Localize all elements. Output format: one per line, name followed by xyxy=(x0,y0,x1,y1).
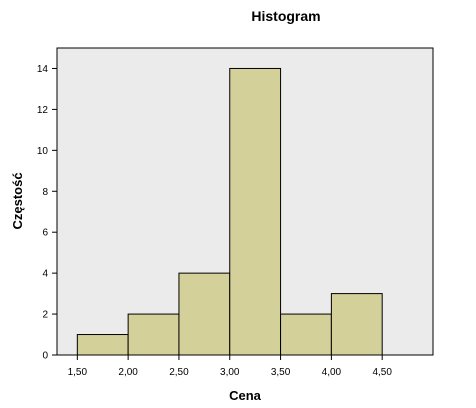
y-tick-label: 0 xyxy=(42,351,48,362)
x-tick-label: 4,50 xyxy=(372,367,392,378)
histogram-bar-2 xyxy=(127,313,180,356)
x-tick-label: 3,50 xyxy=(271,367,291,378)
histogram-bar-5 xyxy=(280,313,332,356)
histogram-bar-4 xyxy=(229,67,282,356)
y-tick-label: 14 xyxy=(37,64,49,75)
histogram-bar-6 xyxy=(330,293,383,356)
x-tick-label: 2,00 xyxy=(118,367,138,378)
x-tick-label: 3,00 xyxy=(220,367,240,378)
y-tick-label: 8 xyxy=(42,187,48,198)
x-axis-title: Cena xyxy=(229,388,262,403)
x-axis: 1,50 2,00 2,50 3,00 3,50 4,00 4,50 xyxy=(68,355,392,378)
x-tick-label: 1,50 xyxy=(68,367,88,378)
y-tick-label: 10 xyxy=(37,146,49,157)
y-tick-label: 4 xyxy=(42,269,48,280)
y-tick-label: 12 xyxy=(37,105,49,116)
bars-layer xyxy=(76,67,383,356)
x-tick-label: 4,00 xyxy=(322,367,342,378)
x-tick-label: 2,50 xyxy=(169,367,189,378)
y-tick-label: 6 xyxy=(42,228,48,239)
y-tick-label: 2 xyxy=(42,310,48,321)
y-axis-title: Częstość xyxy=(10,172,25,229)
histogram-bar-1 xyxy=(76,334,129,356)
chart-title: Histogram xyxy=(251,8,320,24)
histogram-bar-3 xyxy=(178,272,231,356)
y-axis: 0 2 4 6 8 10 12 14 xyxy=(37,64,57,362)
